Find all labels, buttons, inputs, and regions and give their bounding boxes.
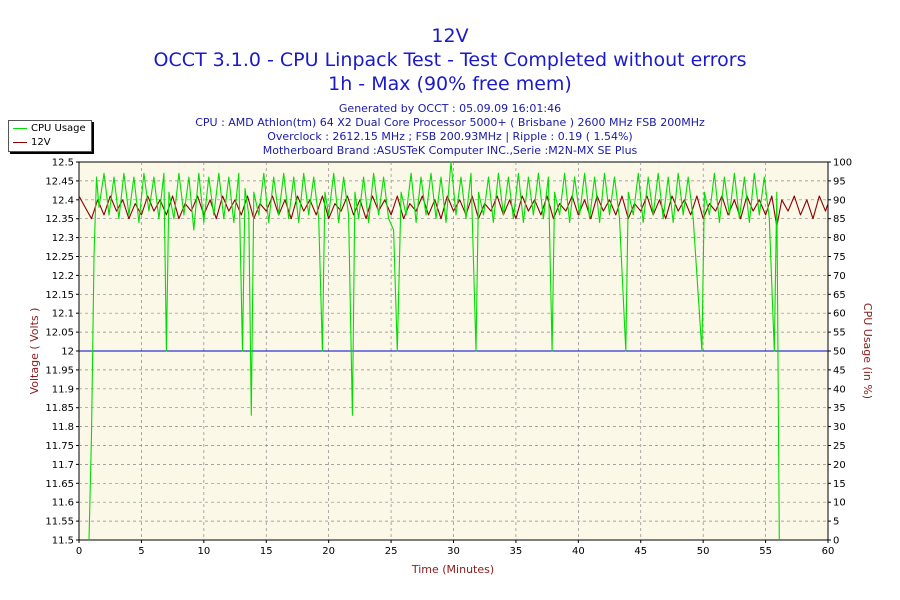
x-tick-label: 20 [322,546,335,557]
y2-tick-label: 45 [833,365,846,376]
y-tick-label: 12.05 [45,328,74,339]
y-tick-label: 11.7 [52,460,74,471]
x-tick-label: 50 [697,546,710,557]
y2-tick-label: 100 [833,158,852,169]
y2-tick-label: 40 [833,384,846,395]
info-generated: Generated by OCCT : 05.09.09 16:01:46 [338,102,562,115]
y-tick-label: 11.85 [45,403,74,414]
info-cpu: CPU : AMD Athlon(tm) 64 X2 Dual Core Pro… [195,116,705,129]
series-layer [78,161,829,541]
y-tick-label: 12.4 [52,195,74,206]
x-axis-label: Time (Minutes) [411,563,494,576]
chart-subtitle-2: 1h - Max (90% free mem) [328,73,572,95]
y2-tick-label: 55 [833,328,846,339]
legend-label-cpu-usage: CPU Usage [31,122,86,134]
y-tick-label: 11.8 [52,422,74,433]
x-tick-label: 30 [447,546,460,557]
y2-tick-label: 80 [833,233,846,244]
x-tick-label: 5 [138,546,144,557]
legend-item-cpu-usage: CPU Usage [9,121,91,135]
tick-labels: 11.5 11.55 11.6 11.65 11.7 11.75 11.8 11.85 11.9… [45,158,852,558]
y2-axis-label: CPU Usage (in %) [861,303,874,399]
legend-label-12v: 12V [31,136,51,148]
info-block: Generated by OCCT : 05.09.09 16:01:46 CP… [0,102,900,158]
y2-tick-label: 60 [833,309,846,320]
y-tick-label: 12.35 [45,214,74,225]
series-line-cpu-usage [88,161,780,541]
y-tick-label: 12.1 [52,309,74,320]
y2-tick-label: 30 [833,422,846,433]
y2-tick-label: 75 [833,252,846,263]
y2-tick-label: 35 [833,403,846,414]
x-tick-label: 10 [197,546,210,557]
y-tick-label: 11.6 [52,498,74,509]
y2-tick-label: 25 [833,441,846,452]
y2-tick-label: 90 [833,195,846,206]
y-tick-label: 11.55 [45,517,74,528]
x-tick-label: 40 [572,546,585,557]
y2-tick-label: 0 [833,536,839,547]
y-tick-label: 11.95 [45,365,74,376]
info-motherboard: Motherboard Brand :ASUSTeK Computer INC.… [262,144,638,157]
y2-tick-label: 15 [833,479,846,490]
y-tick-label: 11.5 [52,536,74,547]
x-tick-label: 60 [822,546,835,557]
y-tick-label: 12.5 [52,158,74,169]
x-tick-label: 25 [385,546,398,557]
chart-subtitle-1: OCCT 3.1.0 - CPU Linpack Test - Test Com… [153,49,747,71]
y-tick-label: 11.75 [45,441,74,452]
legend-item-12v: 12V [9,135,91,149]
y2-tick-label: 85 [833,214,846,225]
y2-tick-label: 5 [833,517,839,528]
y-tick-label: 12.15 [45,290,74,301]
x-tick-label: 55 [759,546,772,557]
y2-tick-label: 10 [833,498,846,509]
y-tick-label: 12 [61,347,74,358]
legend: CPU Usage 12V [8,120,92,152]
x-tick-label: 0 [76,546,82,557]
y2-tick-label: 20 [833,460,846,471]
chart-title: 12V [431,25,469,47]
legend-swatch-12v [13,141,27,143]
y-axis-label: Voltage ( Volts ) [28,308,41,395]
x-tick-label: 15 [260,546,273,557]
y-tick-label: 12.3 [52,233,74,244]
y-tick-label: 12.45 [45,176,74,187]
y-tick-label: 11.65 [45,479,74,490]
legend-swatch-cpu-usage [13,127,27,129]
x-tick-label: 45 [634,546,647,557]
y-tick-label: 11.9 [52,384,74,395]
y-tick-label: 12.2 [52,271,74,282]
y2-tick-label: 50 [833,347,846,358]
title-block: 12V OCCT 3.1.0 - CPU Linpack Test - Test… [0,24,900,96]
y2-tick-label: 70 [833,271,846,282]
info-overclock: Overclock : 2612.15 MHz ; FSB 200.93MHz … [267,130,633,143]
y-tick-label: 12.25 [45,252,74,263]
y2-tick-label: 95 [833,176,846,187]
y2-tick-label: 65 [833,290,846,301]
x-tick-label: 35 [510,546,523,557]
